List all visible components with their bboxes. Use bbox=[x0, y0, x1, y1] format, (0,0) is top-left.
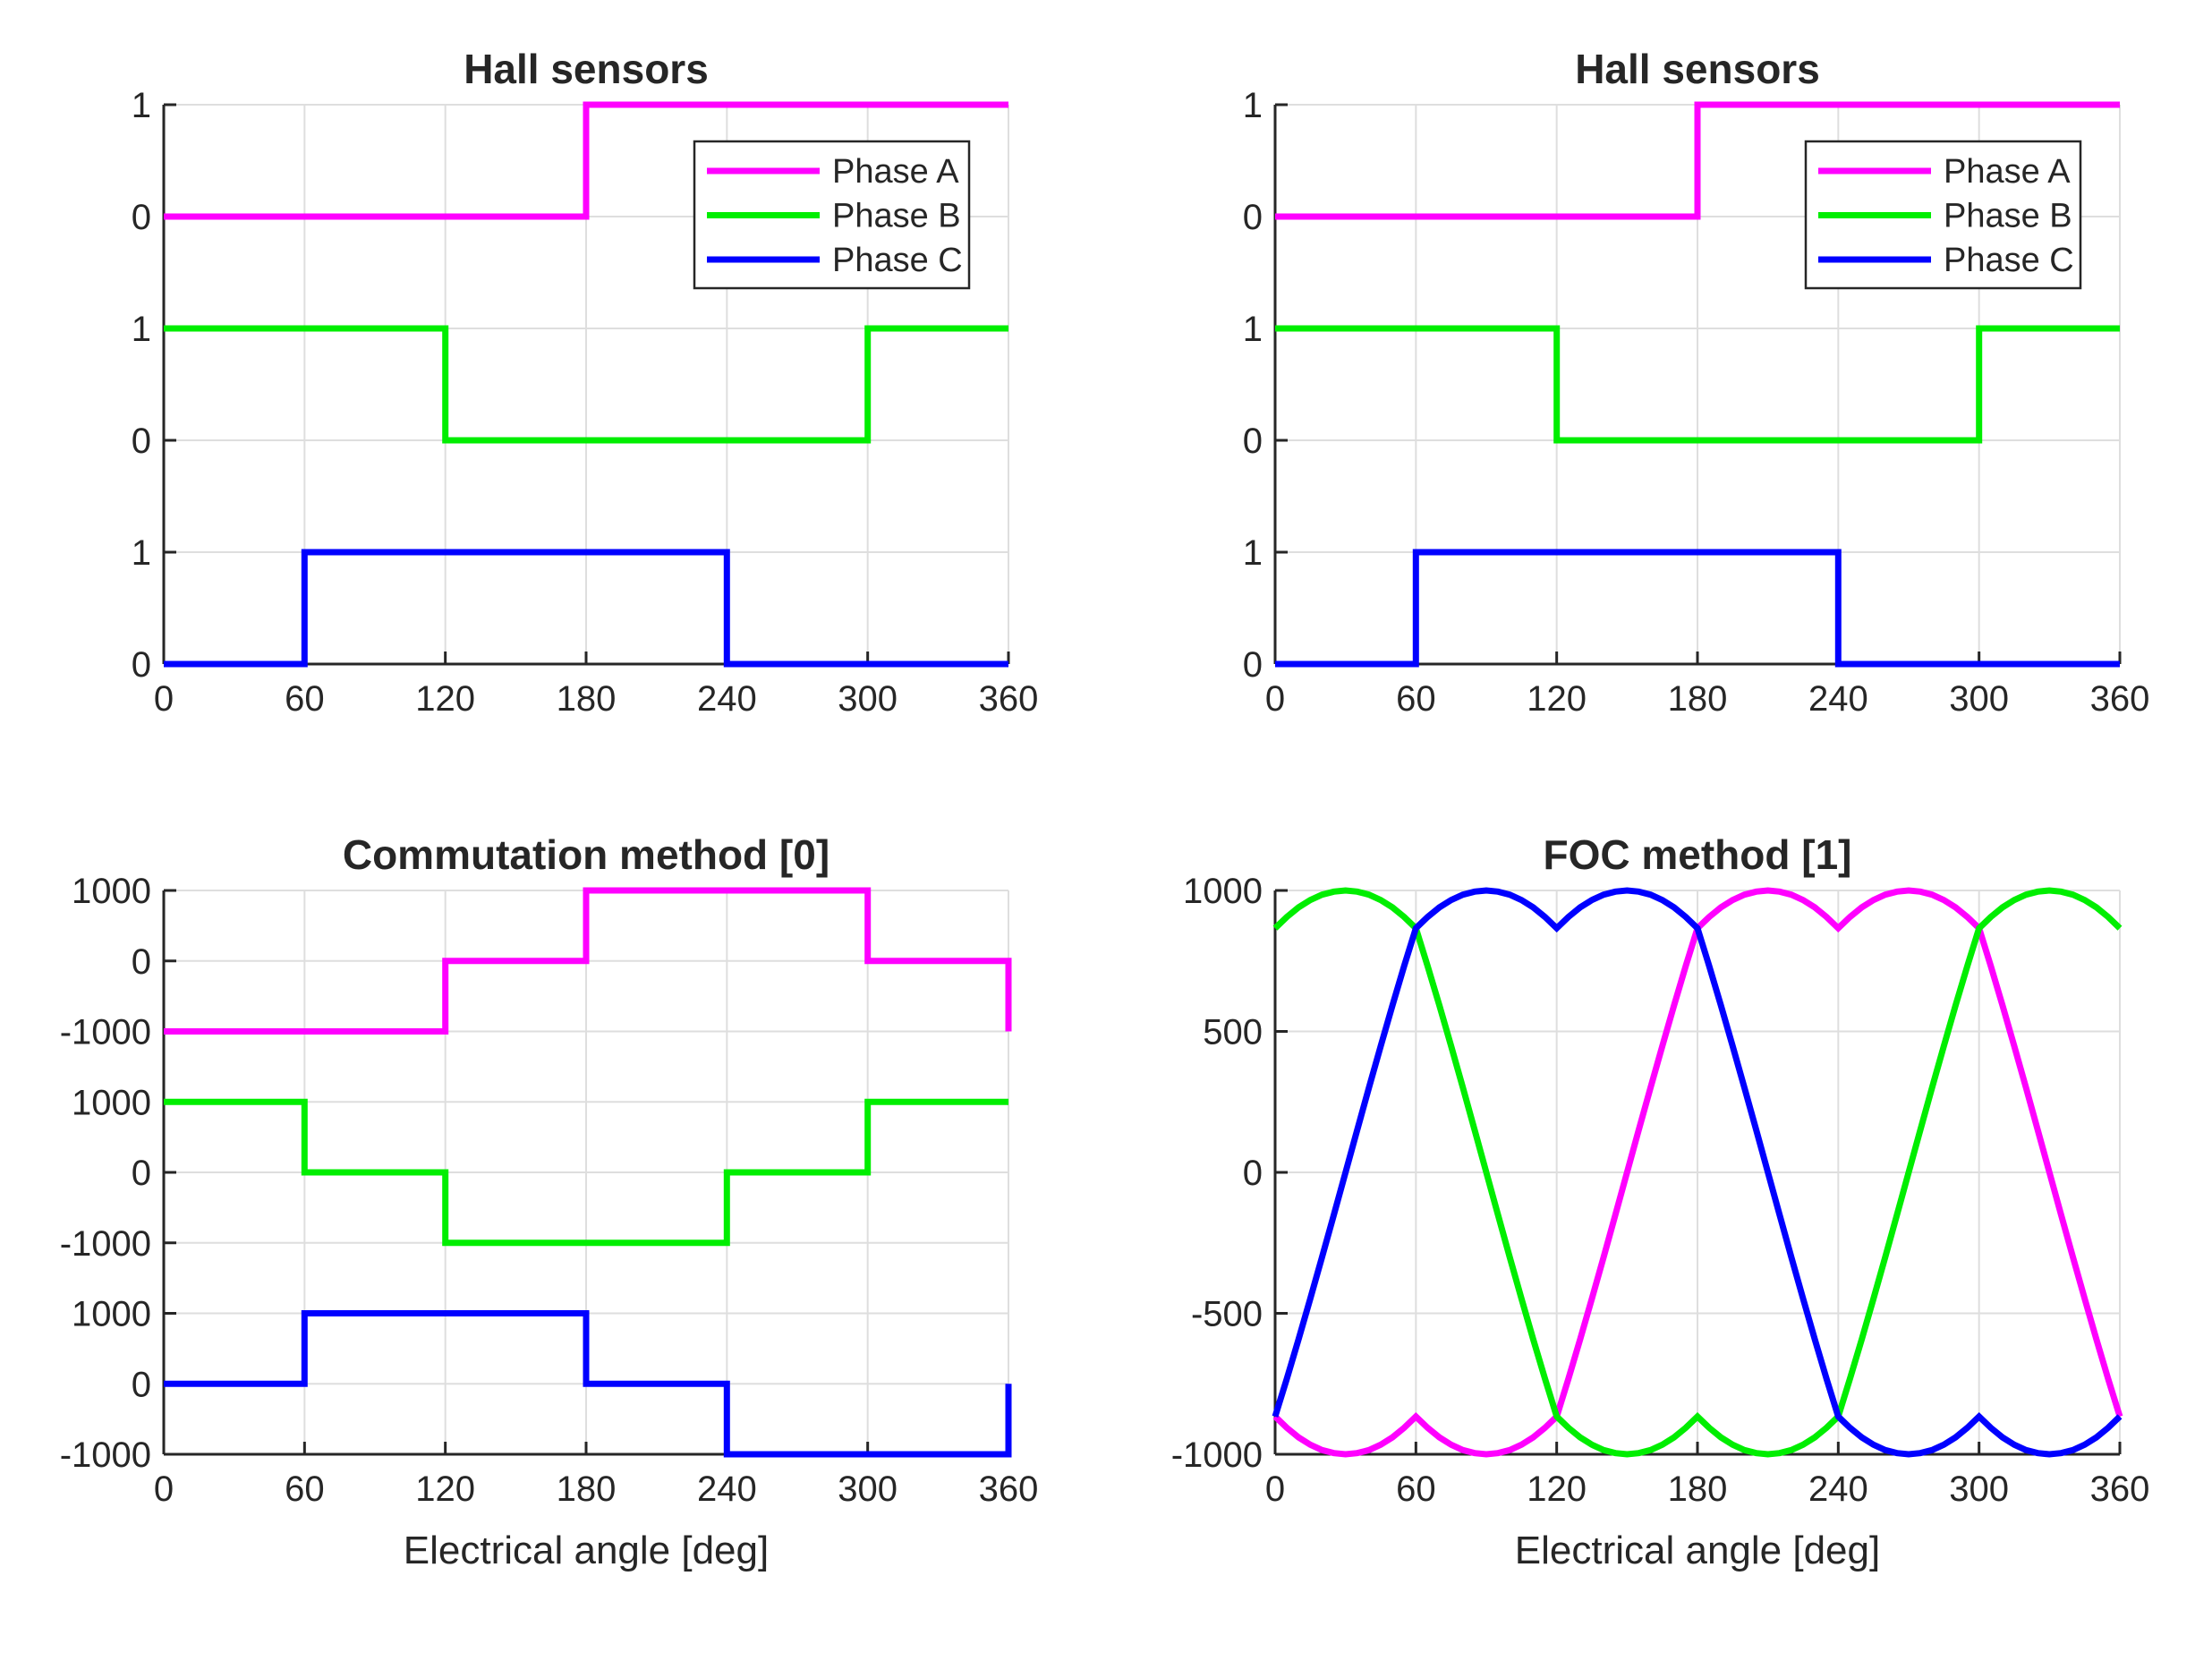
y-tick-label: 1 bbox=[132, 86, 151, 125]
x-tick-label: 120 bbox=[1527, 679, 1587, 719]
x-tick-label: 60 bbox=[1396, 1469, 1436, 1509]
y-tick-label: 0 bbox=[1243, 198, 1263, 237]
y-tick-label: 0 bbox=[132, 645, 151, 685]
x-tick-label: 180 bbox=[557, 1469, 617, 1509]
y-tick-label: 1 bbox=[132, 310, 151, 349]
y-tick-label: 1 bbox=[132, 533, 151, 573]
x-tick-label: 240 bbox=[1808, 1469, 1868, 1509]
y-tick-label: 1000 bbox=[72, 1295, 151, 1334]
chart-title: Commutation method [0] bbox=[343, 831, 830, 878]
x-tick-label: 0 bbox=[1265, 1469, 1285, 1509]
y-tick-label: 0 bbox=[132, 198, 151, 237]
y-tick-label: -500 bbox=[1191, 1295, 1263, 1334]
y-tick-label: -1000 bbox=[1171, 1435, 1263, 1475]
series-phase-c bbox=[164, 549, 1008, 668]
x-tick-label: 180 bbox=[557, 679, 617, 719]
x-tick-label: 60 bbox=[285, 1469, 325, 1509]
x-tick-label: 300 bbox=[1949, 1469, 2009, 1509]
legend-label-phase-a: Phase A bbox=[1944, 153, 2071, 191]
legend-label-phase-c: Phase C bbox=[832, 242, 963, 279]
x-tick-label: 300 bbox=[838, 679, 898, 719]
x-tick-label: 240 bbox=[1808, 679, 1868, 719]
grid-lines bbox=[1274, 890, 2121, 1455]
series-phase-a bbox=[164, 101, 1008, 220]
x-tick-label: 60 bbox=[285, 679, 325, 719]
x-tick-label: 360 bbox=[2090, 1469, 2150, 1509]
series-phase-a bbox=[1275, 101, 2120, 220]
axes bbox=[1273, 889, 2122, 1456]
series-phase-c bbox=[1272, 887, 2123, 1458]
x-tick-label: 0 bbox=[154, 1469, 174, 1509]
y-tick-label: 0 bbox=[132, 1365, 151, 1404]
x-tick-label: 0 bbox=[154, 679, 174, 719]
y-tick-label: 1 bbox=[1243, 310, 1263, 349]
x-tick-label: 180 bbox=[1668, 1469, 1728, 1509]
y-tick-label: 0 bbox=[1243, 645, 1263, 685]
series-phase-c bbox=[1275, 549, 2120, 668]
series-phase-a bbox=[164, 887, 1012, 1035]
series-phase-b bbox=[164, 325, 1008, 444]
y-tick-label: 1000 bbox=[1183, 872, 1263, 911]
chart-title: FOC method [1] bbox=[1544, 831, 1852, 878]
y-tick-label: 500 bbox=[1203, 1013, 1263, 1052]
y-tick-label: -1000 bbox=[60, 1435, 151, 1475]
x-axis-label: Electrical angle [deg] bbox=[404, 1529, 769, 1572]
y-tick-label: 0 bbox=[1243, 1154, 1263, 1193]
x-tick-label: 180 bbox=[1668, 679, 1728, 719]
legend-label-phase-c: Phase C bbox=[1944, 242, 2074, 279]
legend: Phase A Phase B Phase C bbox=[693, 140, 971, 290]
chart-title: Hall sensors bbox=[464, 46, 709, 92]
x-tick-label: 120 bbox=[1527, 1469, 1587, 1509]
y-tick-label: 0 bbox=[132, 942, 151, 982]
chart-title: Hall sensors bbox=[1575, 46, 1820, 92]
x-tick-label: 360 bbox=[2090, 679, 2150, 719]
x-axis-label: Electrical angle [deg] bbox=[1515, 1529, 1880, 1572]
x-tick-label: 60 bbox=[1396, 679, 1436, 719]
x-tick-label: 360 bbox=[979, 679, 1039, 719]
y-tick-label: 0 bbox=[132, 1154, 151, 1193]
x-tick-label: 120 bbox=[415, 679, 475, 719]
y-tick-label: 1 bbox=[1243, 533, 1263, 573]
series-phase-b bbox=[164, 1098, 1008, 1247]
legend-label-phase-a: Phase A bbox=[832, 153, 959, 191]
legend-label-phase-b: Phase B bbox=[1944, 198, 2072, 235]
y-tick-label: -1000 bbox=[60, 1224, 151, 1264]
y-tick-label: 1000 bbox=[72, 1083, 151, 1122]
x-tick-label: 240 bbox=[697, 1469, 757, 1509]
y-tick-label: 0 bbox=[132, 422, 151, 461]
y-tick-label: 1 bbox=[1243, 86, 1263, 125]
x-tick-label: 360 bbox=[979, 1469, 1039, 1509]
y-tick-label: -1000 bbox=[60, 1013, 151, 1052]
x-tick-label: 120 bbox=[415, 1469, 475, 1509]
series-phase-c bbox=[164, 1310, 1012, 1458]
y-tick-label: 1000 bbox=[72, 872, 151, 911]
x-tick-label: 240 bbox=[697, 679, 757, 719]
y-tick-label: 0 bbox=[1243, 422, 1263, 461]
legend-label-phase-b: Phase B bbox=[832, 198, 961, 235]
series-phase-b bbox=[1275, 325, 2120, 444]
legend: Phase A Phase B Phase C bbox=[1804, 140, 2082, 290]
x-tick-label: 300 bbox=[1949, 679, 2009, 719]
x-tick-label: 300 bbox=[838, 1469, 898, 1509]
x-tick-label: 0 bbox=[1265, 679, 1285, 719]
